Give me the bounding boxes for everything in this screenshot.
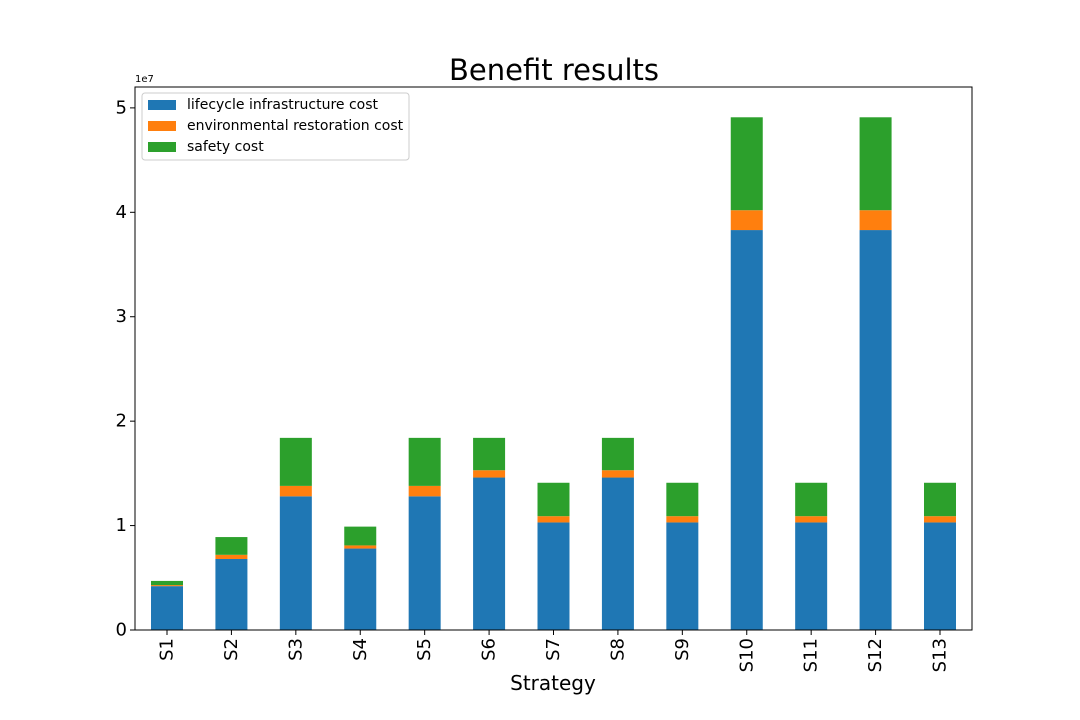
bar-s1-series-2: [151, 585, 183, 587]
y-tick-label: 4: [116, 202, 127, 223]
x-tick-label: S3: [285, 638, 306, 661]
x-axis-ticks: S1 S2 S3 S4 S5 S6 S7 S8 S9 S10 S11 S12 S13: [157, 630, 951, 672]
bar-s4-series-3: [344, 526, 377, 546]
legend-box: [141, 92, 410, 161]
x-tick-label: S13: [930, 638, 951, 672]
legend-label-series-2: environmental restoration cost: [187, 118, 404, 134]
bar-s12-series-3: [859, 117, 892, 211]
bar-s8-series-1: [601, 477, 634, 630]
x-tick-label: S5: [414, 638, 435, 661]
legend: lifecycle infrastructure cost environment…: [141, 92, 410, 161]
bar-s3-series-3: [279, 437, 312, 486]
bar-s7-series-2: [537, 516, 570, 523]
legend-swatch-series-3: [148, 142, 176, 152]
bar-s12-series-2: [859, 210, 892, 231]
x-tick-label: S12: [865, 638, 886, 672]
chart-title: Benefit results: [449, 53, 659, 87]
bar-s3-series-2: [279, 485, 312, 497]
y-tick-label: 3: [116, 306, 127, 327]
legend-label-series-1: lifecycle infrastructure cost: [187, 97, 379, 113]
bar-s8-series-3: [601, 437, 634, 471]
bar-s10-series-1: [730, 230, 763, 630]
x-axis-label: Strategy: [510, 671, 596, 695]
bar-s6-series-1: [473, 477, 506, 630]
bar-s2-series-2: [215, 554, 248, 559]
bar-s8-series-2: [601, 470, 634, 478]
bar-s9-series-1: [666, 522, 699, 630]
y-tick-label: 0: [116, 620, 127, 641]
bar-s13-series-3: [924, 482, 956, 517]
y-tick-label: 1: [116, 515, 127, 536]
bar-s4-series-2: [344, 545, 377, 549]
bar-s9-series-3: [666, 482, 699, 517]
y-tick-label: 2: [116, 411, 127, 432]
bar-s1-series-1: [151, 586, 183, 630]
bar-s3-series-1: [279, 496, 312, 630]
x-tick-label: S9: [672, 638, 693, 661]
x-tick-label: S1: [157, 638, 178, 661]
bar-s10-series-3: [730, 117, 763, 211]
bar-s13-series-2: [924, 516, 956, 523]
x-tick-label: S6: [479, 638, 500, 661]
bar-s7-series-1: [537, 522, 570, 630]
x-tick-label: S11: [801, 638, 822, 672]
bar-s1-series-3: [151, 580, 183, 586]
x-tick-label: S4: [350, 638, 371, 661]
bar-s13-series-1: [924, 522, 956, 630]
bar-s9-series-2: [666, 516, 699, 523]
bar-s12-series-1: [859, 230, 892, 630]
bar-s11-series-1: [795, 522, 828, 630]
bar-s4-series-1: [344, 548, 377, 630]
legend-swatch-series-1: [148, 100, 176, 110]
bars-layer: [151, 117, 956, 630]
bar-s5-series-2: [408, 485, 441, 497]
bar-s5-series-1: [408, 496, 441, 630]
plot-frame: [134, 86, 973, 631]
bar-s11-series-2: [795, 516, 828, 523]
bar-s7-series-3: [537, 482, 570, 517]
bar-s10-series-2: [730, 210, 763, 231]
y-axis-offset-label: 1e7: [135, 74, 154, 85]
bar-s11-series-3: [795, 482, 828, 517]
y-tick-label: 5: [116, 97, 127, 118]
y-axis-ticks: 0 1 2 3 4 5: [116, 97, 135, 641]
bar-s6-series-3: [473, 437, 506, 471]
bar-s6-series-2: [473, 470, 506, 478]
bar-s5-series-3: [408, 437, 441, 486]
x-tick-label: S7: [543, 638, 564, 661]
bar-s2-series-1: [215, 558, 248, 630]
legend-label-series-3: safety cost: [187, 139, 264, 155]
x-tick-label: S10: [736, 638, 757, 672]
bar-s2-series-3: [215, 537, 248, 555]
x-tick-label: S8: [607, 638, 628, 661]
legend-swatch-series-2: [148, 121, 176, 131]
x-tick-label: S2: [221, 638, 242, 661]
